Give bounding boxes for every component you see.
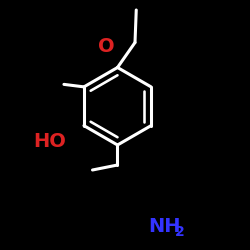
Text: HO: HO: [34, 132, 66, 151]
Text: NH: NH: [149, 218, 181, 236]
Text: O: O: [98, 37, 114, 56]
Text: 2: 2: [175, 224, 185, 238]
